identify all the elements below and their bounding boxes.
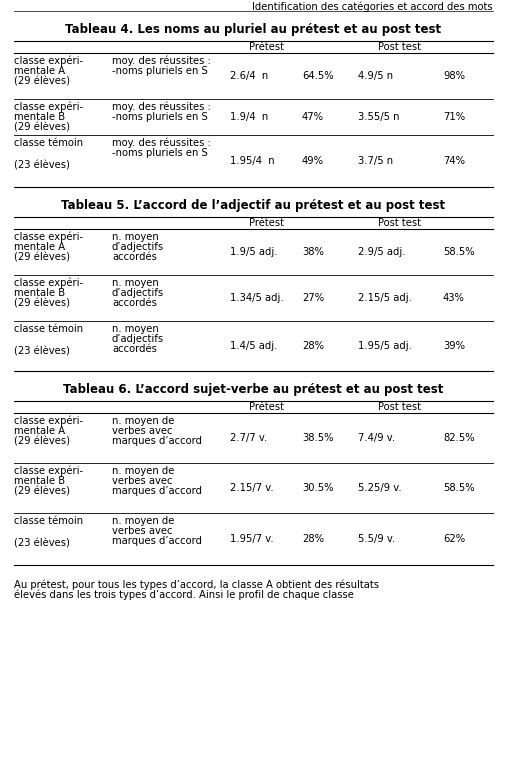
Text: (29 élèves): (29 élèves) bbox=[14, 486, 70, 496]
Text: classe témoin: classe témoin bbox=[14, 324, 83, 334]
Text: 64.5%: 64.5% bbox=[302, 71, 334, 81]
Text: 49%: 49% bbox=[302, 156, 324, 166]
Text: classe expéri-: classe expéri- bbox=[14, 278, 83, 288]
Text: moy. des réussites :: moy. des réussites : bbox=[112, 56, 211, 66]
Text: 28%: 28% bbox=[302, 534, 324, 544]
Text: (29 élèves): (29 élèves) bbox=[14, 122, 70, 132]
Text: verbes avec: verbes avec bbox=[112, 476, 172, 486]
Text: 3.55/5 n: 3.55/5 n bbox=[358, 112, 400, 122]
Text: accordés: accordés bbox=[112, 298, 157, 308]
Text: (23 élèves): (23 élèves) bbox=[14, 346, 70, 356]
Text: mentale A: mentale A bbox=[14, 66, 65, 76]
Text: 1.9/4  n: 1.9/4 n bbox=[230, 112, 268, 122]
Text: 1.4/5 adj.: 1.4/5 adj. bbox=[230, 341, 277, 351]
Text: 4.9/5 n: 4.9/5 n bbox=[358, 71, 393, 81]
Text: 27%: 27% bbox=[302, 293, 324, 303]
Text: Prétest: Prétest bbox=[248, 402, 283, 412]
Text: marques d’accord: marques d’accord bbox=[112, 436, 202, 446]
Text: verbes avec: verbes avec bbox=[112, 526, 172, 536]
Text: 98%: 98% bbox=[443, 71, 465, 81]
Text: Tableau 5. L’accord de l’adjectif au prétest et au post test: Tableau 5. L’accord de l’adjectif au pré… bbox=[61, 199, 445, 212]
Text: d’adjectifs: d’adjectifs bbox=[112, 242, 164, 252]
Text: 82.5%: 82.5% bbox=[443, 433, 475, 443]
Text: moy. des réussites :: moy. des réussites : bbox=[112, 102, 211, 112]
Text: Tableau 4. Les noms au pluriel au prétest et au post test: Tableau 4. Les noms au pluriel au prétes… bbox=[65, 23, 441, 36]
Text: 74%: 74% bbox=[443, 156, 465, 166]
Text: 38%: 38% bbox=[302, 247, 324, 257]
Text: classe expéri-: classe expéri- bbox=[14, 102, 83, 112]
Text: mentale A: mentale A bbox=[14, 426, 65, 436]
Text: d’adjectifs: d’adjectifs bbox=[112, 334, 164, 344]
Text: 28%: 28% bbox=[302, 341, 324, 351]
Text: 1.95/7 v.: 1.95/7 v. bbox=[230, 534, 274, 544]
Text: classe expéri-: classe expéri- bbox=[14, 466, 83, 476]
Text: classe témoin: classe témoin bbox=[14, 138, 83, 148]
Text: 43%: 43% bbox=[443, 293, 465, 303]
Text: élevés dans les trois types d’accord. Ainsi le profil de chaque classe: élevés dans les trois types d’accord. Ai… bbox=[14, 590, 354, 601]
Text: 2.9/5 adj.: 2.9/5 adj. bbox=[358, 247, 406, 257]
Text: (29 élèves): (29 élèves) bbox=[14, 298, 70, 308]
Text: 2.6/4  n: 2.6/4 n bbox=[230, 71, 268, 81]
Text: 5.25/9 v.: 5.25/9 v. bbox=[358, 483, 402, 493]
Text: marques d’accord: marques d’accord bbox=[112, 486, 202, 496]
Text: 1.95/5 adj.: 1.95/5 adj. bbox=[358, 341, 412, 351]
Text: mentale B: mentale B bbox=[14, 288, 65, 298]
Text: (29 élèves): (29 élèves) bbox=[14, 252, 70, 262]
Text: (29 élèves): (29 élèves) bbox=[14, 436, 70, 446]
Text: classe témoin: classe témoin bbox=[14, 516, 83, 526]
Text: accordés: accordés bbox=[112, 344, 157, 354]
Text: n. moyen de: n. moyen de bbox=[112, 516, 174, 526]
Text: 3.7/5 n: 3.7/5 n bbox=[358, 156, 393, 166]
Text: 38.5%: 38.5% bbox=[302, 433, 334, 443]
Text: (23 élèves): (23 élèves) bbox=[14, 538, 70, 548]
Text: n. moyen: n. moyen bbox=[112, 278, 159, 288]
Text: Post test: Post test bbox=[379, 218, 421, 228]
Text: d’adjectifs: d’adjectifs bbox=[112, 288, 164, 298]
Text: classe expéri-: classe expéri- bbox=[14, 416, 83, 426]
Text: n. moyen: n. moyen bbox=[112, 324, 159, 334]
Text: 7.4/9 v.: 7.4/9 v. bbox=[358, 433, 395, 443]
Text: classe expéri-: classe expéri- bbox=[14, 56, 83, 66]
Text: Au prétest, pour tous les types d’accord, la classe A obtient des résultats: Au prétest, pour tous les types d’accord… bbox=[14, 579, 379, 590]
Text: 1.34/5 adj.: 1.34/5 adj. bbox=[230, 293, 283, 303]
Text: 62%: 62% bbox=[443, 534, 465, 544]
Text: 1.95/4  n: 1.95/4 n bbox=[230, 156, 275, 166]
Text: 2.7/7 v.: 2.7/7 v. bbox=[230, 433, 267, 443]
Text: 39%: 39% bbox=[443, 341, 465, 351]
Text: Prétest: Prétest bbox=[248, 218, 283, 228]
Text: 2.15/5 adj.: 2.15/5 adj. bbox=[358, 293, 412, 303]
Text: Identification des catégories et accord des mots: Identification des catégories et accord … bbox=[252, 2, 493, 12]
Text: 47%: 47% bbox=[302, 112, 324, 122]
Text: Prétest: Prétest bbox=[248, 42, 283, 52]
Text: marques d’accord: marques d’accord bbox=[112, 536, 202, 546]
Text: -noms pluriels en S: -noms pluriels en S bbox=[112, 148, 208, 158]
Text: Tableau 6. L’accord sujet-verbe au prétest et au post test: Tableau 6. L’accord sujet-verbe au préte… bbox=[63, 383, 443, 396]
Text: mentale B: mentale B bbox=[14, 476, 65, 486]
Text: 71%: 71% bbox=[443, 112, 465, 122]
Text: -noms pluriels en S: -noms pluriels en S bbox=[112, 66, 208, 76]
Text: (29 élèves): (29 élèves) bbox=[14, 76, 70, 86]
Text: Post test: Post test bbox=[379, 402, 421, 412]
Text: -noms pluriels en S: -noms pluriels en S bbox=[112, 112, 208, 122]
Text: Post test: Post test bbox=[379, 42, 421, 52]
Text: 58.5%: 58.5% bbox=[443, 247, 475, 257]
Text: n. moyen de: n. moyen de bbox=[112, 466, 174, 476]
Text: mentale B: mentale B bbox=[14, 112, 65, 122]
Text: 1.9/5 adj.: 1.9/5 adj. bbox=[230, 247, 277, 257]
Text: 2.15/7 v.: 2.15/7 v. bbox=[230, 483, 274, 493]
Text: n. moyen: n. moyen bbox=[112, 232, 159, 242]
Text: n. moyen de: n. moyen de bbox=[112, 416, 174, 426]
Text: classe expéri-: classe expéri- bbox=[14, 232, 83, 242]
Text: (23 élèves): (23 élèves) bbox=[14, 160, 70, 170]
Text: mentale A: mentale A bbox=[14, 242, 65, 252]
Text: 58.5%: 58.5% bbox=[443, 483, 475, 493]
Text: moy. des réussites :: moy. des réussites : bbox=[112, 138, 211, 148]
Text: 5.5/9 v.: 5.5/9 v. bbox=[358, 534, 395, 544]
Text: verbes avec: verbes avec bbox=[112, 426, 172, 436]
Text: 30.5%: 30.5% bbox=[302, 483, 334, 493]
Text: accordés: accordés bbox=[112, 252, 157, 262]
